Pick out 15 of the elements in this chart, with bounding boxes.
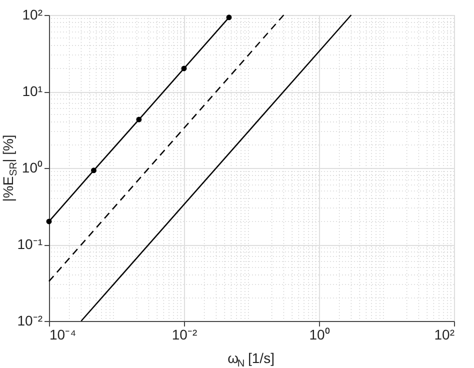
x-tick-label: 10⁻⁴ xyxy=(50,326,76,342)
x-tick-label: 10⁰ xyxy=(309,326,330,342)
point xyxy=(136,116,142,122)
point xyxy=(90,168,96,174)
y-tick-label: 10⁻¹ xyxy=(17,236,43,252)
x-tick-label: 10² xyxy=(434,326,455,342)
y-tick-label: 10⁻² xyxy=(17,312,43,328)
x-tick-label: 10⁻² xyxy=(172,326,198,342)
point xyxy=(226,14,232,20)
y-tick-label: 10¹ xyxy=(22,83,43,99)
point xyxy=(181,66,187,72)
point xyxy=(46,218,52,224)
y-axis-title: |%ESR| [%] xyxy=(0,134,20,202)
y-tick-label: 10² xyxy=(22,6,43,22)
y-tick-label: 10⁰ xyxy=(22,160,42,176)
